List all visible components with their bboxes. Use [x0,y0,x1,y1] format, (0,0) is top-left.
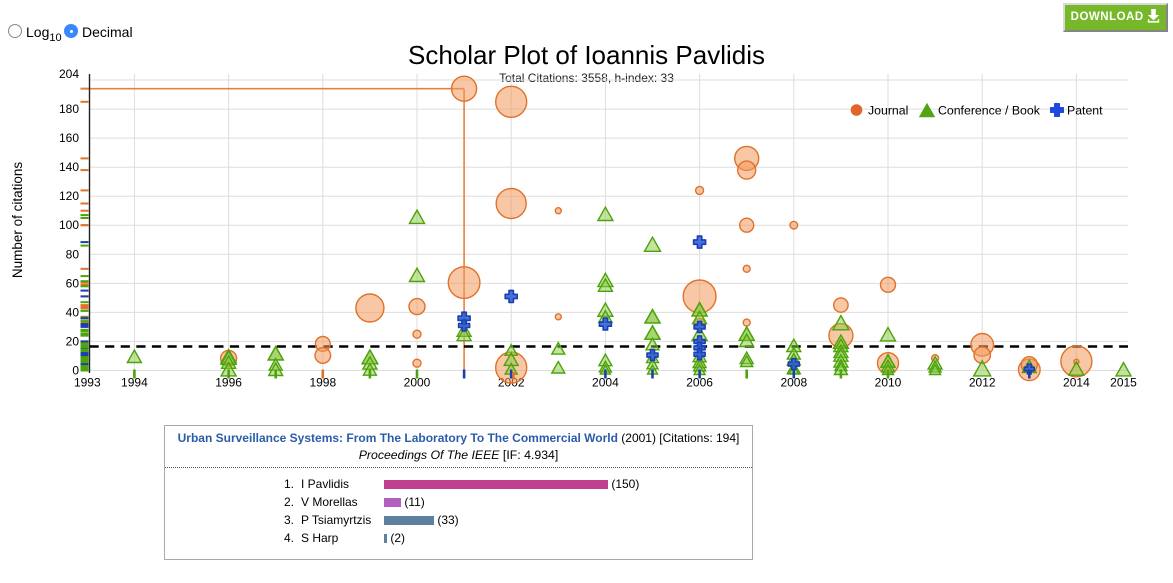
svg-text:100: 100 [59,218,79,232]
svg-text:Patent: Patent [1067,104,1103,118]
svg-text:0: 0 [72,364,79,378]
svg-text:Conference / Book: Conference / Book [938,104,1041,118]
svg-text:1998: 1998 [309,376,336,390]
svg-text:204: 204 [59,67,79,81]
svg-text:2010: 2010 [875,376,902,390]
svg-text:180: 180 [59,102,79,116]
svg-text:Journal: Journal [868,104,908,118]
svg-text:20: 20 [66,334,80,348]
svg-text:2004: 2004 [592,376,619,390]
svg-text:140: 140 [59,160,79,174]
svg-text:2014: 2014 [1063,376,1090,390]
svg-text:1996: 1996 [215,376,242,390]
svg-text:120: 120 [59,189,79,203]
svg-text:60: 60 [66,276,80,290]
svg-text:2008: 2008 [780,376,807,390]
svg-text:2000: 2000 [404,376,431,390]
svg-text:160: 160 [59,131,79,145]
svg-text:Number of citations: Number of citations [10,162,25,279]
svg-text:80: 80 [66,247,80,261]
svg-text:40: 40 [66,305,80,319]
svg-text:1994: 1994 [121,376,148,390]
svg-text:2015: 2015 [1110,376,1137,390]
svg-text:1993: 1993 [74,376,101,390]
svg-text:2012: 2012 [969,376,996,390]
svg-text:2006: 2006 [686,376,713,390]
